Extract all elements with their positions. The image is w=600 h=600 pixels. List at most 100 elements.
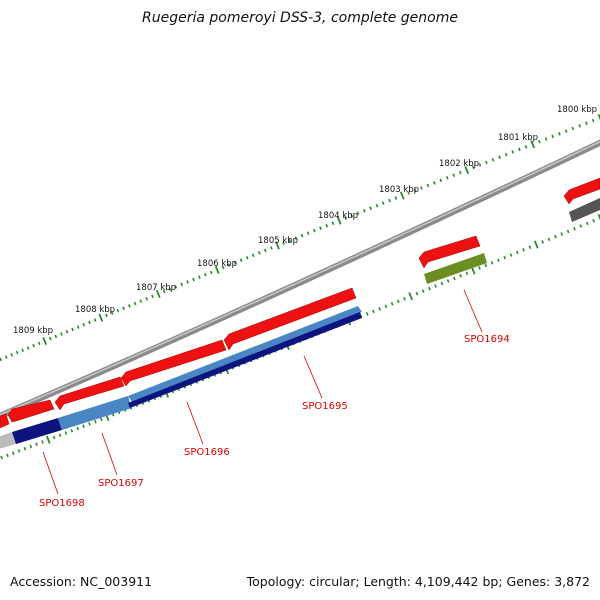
minor-tick	[478, 163, 482, 167]
label-leaders	[42, 289, 483, 495]
major-tick	[98, 313, 104, 322]
feature-spo1697[interactable]	[58, 396, 132, 430]
gene-arrow[interactable]	[7, 399, 55, 423]
minor-tick	[99, 417, 103, 422]
minor-tick	[544, 137, 548, 141]
minor-tick	[58, 433, 62, 437]
minor-tick	[403, 297, 406, 301]
genome-backbone	[0, 139, 600, 419]
major-tick	[399, 191, 405, 200]
gene-arrow[interactable]	[418, 235, 481, 269]
scale-label-1801: 1801 kbp	[498, 133, 538, 143]
minor-tick	[162, 289, 166, 294]
map-title: Ruegeria pomeroyi DSS-3, complete genome	[142, 10, 458, 26]
minor-tick	[515, 250, 519, 255]
gene-label-spo1696[interactable]: SPO1696	[184, 447, 230, 458]
feature-spo1694[interactable]	[424, 253, 487, 284]
minor-tick	[233, 260, 237, 265]
minor-tick	[381, 201, 385, 205]
minor-tick	[64, 431, 68, 435]
gene-label-spo1698[interactable]: SPO1698	[39, 498, 85, 509]
minor-tick	[566, 229, 570, 234]
minor-tick	[0, 455, 3, 460]
scale-label-1808: 1808 kbp	[75, 305, 115, 315]
minor-tick	[180, 282, 184, 287]
minor-tick	[221, 265, 225, 270]
major-tick	[42, 336, 48, 346]
minor-tick	[445, 176, 449, 180]
minor-tick	[413, 188, 417, 193]
minor-tick	[88, 320, 91, 325]
minor-tick	[415, 291, 419, 296]
gene-label-spo1695[interactable]: SPO1695	[302, 401, 348, 412]
minor-tick	[592, 218, 595, 223]
feature-spo1698[interactable]	[12, 418, 62, 444]
minor-tick	[471, 165, 475, 170]
gene-arrow[interactable]	[54, 376, 125, 411]
minor-tick	[10, 353, 14, 357]
minor-tick	[76, 325, 80, 329]
minor-tick	[585, 121, 588, 126]
minor-tick	[116, 308, 120, 313]
minor-tick	[192, 277, 195, 282]
minor-tick	[32, 343, 36, 348]
minor-tick	[434, 284, 437, 288]
scale-label-1803: 1803 kbp	[379, 185, 419, 195]
minor-tick	[465, 271, 469, 275]
feature-spo1696[interactable]	[128, 306, 362, 402]
scale-label-1809: 1809 kbp	[13, 326, 53, 336]
minor-tick	[35, 442, 38, 447]
minor-tick	[128, 304, 131, 308]
minor-tick	[350, 213, 354, 218]
major-tick	[464, 166, 470, 175]
minor-tick	[426, 183, 430, 188]
minor-tick	[372, 309, 375, 314]
minor-tick	[490, 261, 494, 265]
gene-label-spo1697[interactable]: SPO1697	[98, 478, 144, 489]
minor-tick	[375, 203, 379, 208]
gene-arrow[interactable]	[0, 413, 10, 429]
minor-tick	[174, 285, 178, 289]
minor-tick	[344, 216, 347, 220]
minor-tick	[133, 301, 137, 306]
major-tick	[155, 289, 161, 299]
feature-gray[interactable]	[569, 198, 600, 222]
minor-tick	[446, 279, 450, 283]
scale-label-1805: 1805 kbp	[258, 236, 298, 246]
minor-tick	[421, 289, 425, 293]
gene-arrow-spo1695[interactable]	[223, 287, 357, 351]
minor-tick	[257, 251, 261, 255]
minor-tick	[365, 312, 369, 316]
minor-tick	[37, 341, 41, 346]
gene-arrow[interactable]	[120, 339, 227, 387]
minor-tick	[498, 155, 501, 159]
minor-tick	[439, 178, 443, 183]
feature-spo1695[interactable]	[128, 312, 362, 408]
gene-label-spo1694[interactable]: SPO1694	[464, 334, 510, 345]
minor-tick	[560, 232, 564, 236]
minor-tick	[54, 334, 58, 339]
minor-tick	[60, 332, 63, 336]
minor-tick	[331, 221, 335, 225]
minor-tick	[458, 170, 462, 175]
minor-tick	[15, 350, 19, 355]
gene-arrow[interactable]	[563, 177, 600, 205]
minor-tick	[94, 419, 97, 424]
scale-label-1807: 1807 kbp	[136, 283, 176, 293]
minor-tick	[440, 281, 444, 286]
minor-tick	[65, 329, 69, 334]
minor-tick	[198, 275, 201, 279]
minor-tick	[369, 206, 372, 210]
outer-scale-ticks	[0, 113, 600, 362]
minor-tick	[41, 440, 44, 444]
minor-tick	[524, 145, 528, 149]
minor-tick	[503, 255, 507, 260]
minor-tick	[511, 150, 515, 154]
minor-tick	[453, 276, 456, 281]
minor-tick	[509, 253, 513, 257]
minor-tick	[11, 451, 15, 455]
minor-tick	[325, 223, 329, 228]
feature-lightgray[interactable]	[0, 432, 16, 450]
major-tick	[597, 113, 600, 121]
inner-track-features	[0, 198, 600, 450]
